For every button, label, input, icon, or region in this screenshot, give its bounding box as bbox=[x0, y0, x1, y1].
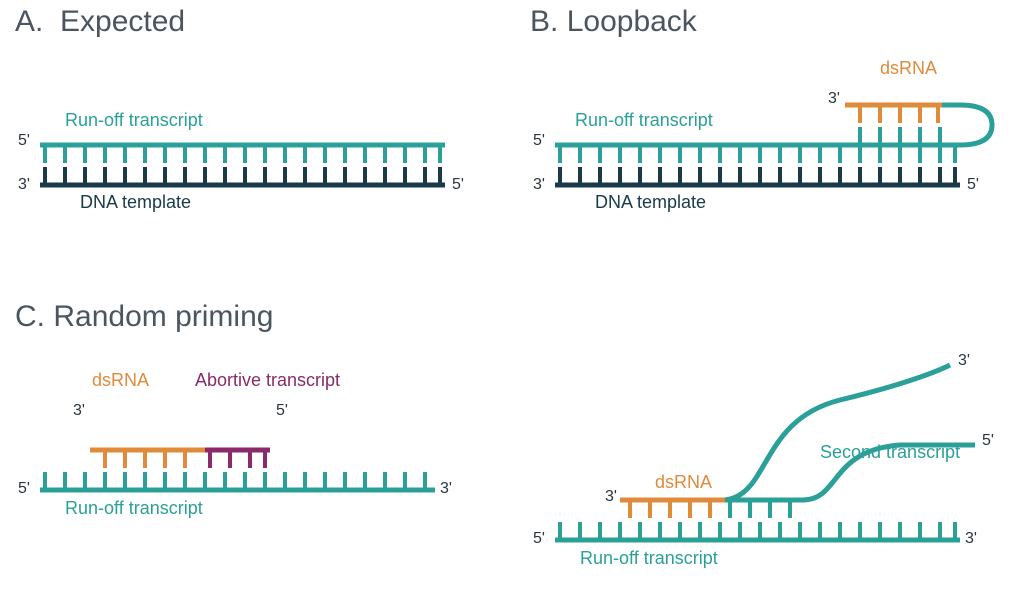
panel-b-dsrna-label: dsRNA bbox=[880, 58, 937, 79]
panel-a-dna-label: DNA template bbox=[80, 192, 191, 213]
panel-c-right-frag-3: 3' bbox=[605, 488, 617, 506]
panel-c-right-runoff-label: Run-off transcript bbox=[580, 548, 718, 569]
panel-b-3prime-bl: 3' bbox=[533, 176, 545, 194]
panel-b-5prime-br: 5' bbox=[967, 176, 979, 194]
panel-c-left-frag-3: 3' bbox=[73, 402, 85, 420]
panel-c-left-runoff-label: Run-off transcript bbox=[65, 498, 203, 519]
panel-c-left-3prime-r: 3' bbox=[440, 480, 452, 498]
panel-c-title: C. Random priming bbox=[15, 300, 273, 334]
panel-c-left-abortive-label: Abortive transcript bbox=[195, 370, 340, 391]
panel-c-right-curve-3: 3' bbox=[958, 352, 970, 370]
panel-b-runoff-label: Run-off transcript bbox=[575, 110, 713, 131]
panel-c-left-frag-5: 5' bbox=[276, 402, 288, 420]
panel-c-right-curve-5: 5' bbox=[982, 432, 994, 450]
panel-b-5prime-tl: 5' bbox=[533, 132, 545, 150]
panel-c-left-diagram bbox=[15, 370, 475, 550]
panel-a-runoff-label: Run-off transcript bbox=[65, 110, 203, 131]
panel-b-3prime-loop: 3' bbox=[828, 90, 840, 108]
panel-a-5prime-tl: 5' bbox=[18, 132, 30, 150]
panel-b-dna-label: DNA template bbox=[595, 192, 706, 213]
panel-a-title: A. Expected bbox=[15, 5, 185, 39]
panel-b-title: B. Loopback bbox=[530, 5, 697, 39]
panel-c-right-second-label: Second transcript bbox=[820, 442, 960, 463]
panel-c-right-dsrna-label: dsRNA bbox=[655, 472, 712, 493]
panel-a-3prime-bl: 3' bbox=[18, 176, 30, 194]
panel-c-right-3prime-br: 3' bbox=[965, 530, 977, 548]
panel-c-left-5prime: 5' bbox=[18, 480, 30, 498]
panel-a-5prime-br: 5' bbox=[452, 176, 464, 194]
panel-c-left-dsrna-label: dsRNA bbox=[92, 370, 149, 391]
panel-c-right-5prime-bl: 5' bbox=[533, 530, 545, 548]
